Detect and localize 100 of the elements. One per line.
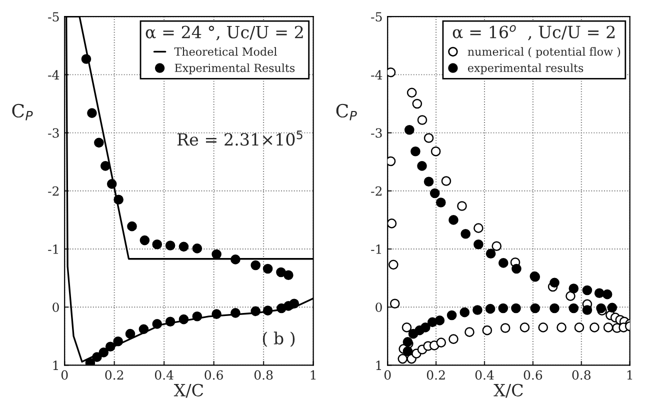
point bbox=[178, 242, 189, 252]
point bbox=[607, 302, 618, 313]
point bbox=[390, 298, 400, 309]
point bbox=[498, 258, 508, 268]
point bbox=[412, 98, 422, 109]
x-tick-label: 1 bbox=[310, 370, 316, 380]
x-tick-label: 0.2 bbox=[105, 370, 124, 380]
point bbox=[192, 311, 202, 322]
point bbox=[538, 322, 548, 332]
point bbox=[566, 291, 576, 301]
point bbox=[511, 303, 521, 314]
point bbox=[388, 218, 397, 228]
point bbox=[262, 306, 273, 316]
y-tick-label: 1 bbox=[376, 360, 381, 370]
point bbox=[457, 201, 467, 211]
point bbox=[398, 354, 408, 364]
x-tick-label: 0.8 bbox=[572, 370, 590, 380]
point bbox=[402, 322, 412, 332]
point bbox=[250, 260, 261, 270]
point bbox=[474, 223, 484, 233]
point bbox=[512, 264, 522, 274]
point bbox=[98, 348, 109, 358]
point bbox=[424, 133, 434, 143]
line-series bbox=[66, 16, 314, 363]
point bbox=[472, 305, 482, 315]
point bbox=[417, 161, 427, 171]
point bbox=[178, 314, 189, 324]
point bbox=[212, 309, 222, 319]
point bbox=[192, 244, 202, 254]
y-tick-label: 0 bbox=[52, 302, 59, 312]
point bbox=[212, 249, 222, 260]
point bbox=[430, 146, 441, 156]
point bbox=[262, 264, 273, 274]
point bbox=[85, 358, 96, 366]
point bbox=[402, 346, 413, 356]
y-axis-title: C$_{P}$ bbox=[12, 104, 33, 120]
point bbox=[582, 305, 592, 315]
x-tick-label: 0 bbox=[61, 370, 68, 380]
y-tick-label: -2 bbox=[48, 186, 59, 196]
point bbox=[165, 240, 176, 250]
x-tick-label: 0 bbox=[384, 370, 391, 380]
point bbox=[568, 303, 579, 314]
point bbox=[590, 322, 600, 332]
point bbox=[550, 303, 560, 314]
x-tick-label: 1 bbox=[627, 370, 632, 380]
y-tick-label: -1 bbox=[48, 244, 58, 254]
y-tick-label: -4 bbox=[48, 70, 60, 80]
point bbox=[87, 108, 97, 118]
point bbox=[550, 278, 560, 288]
point bbox=[417, 115, 428, 125]
point bbox=[464, 327, 474, 337]
point bbox=[520, 322, 530, 332]
point bbox=[485, 304, 496, 314]
y-tick-label: -5 bbox=[371, 12, 382, 22]
point bbox=[430, 188, 440, 198]
point bbox=[441, 176, 452, 186]
point bbox=[230, 308, 240, 318]
point bbox=[436, 338, 446, 348]
legend-label: numerical ( potential flow ) bbox=[468, 47, 620, 58]
point bbox=[406, 88, 417, 98]
point bbox=[420, 322, 430, 332]
legend-label: Experimental Results bbox=[174, 63, 295, 74]
point bbox=[165, 316, 176, 327]
point bbox=[404, 124, 414, 135]
legend-title: α = 24 °, Uc/U = 2 bbox=[146, 26, 303, 40]
y-tick-label: -4 bbox=[371, 70, 382, 80]
point bbox=[100, 161, 110, 171]
point bbox=[105, 342, 116, 352]
point bbox=[434, 316, 445, 326]
x-axis-title: X/C bbox=[494, 384, 523, 398]
point bbox=[602, 289, 612, 300]
legend-label: Theoretical Model bbox=[174, 47, 277, 56]
x-axis-title: X/C bbox=[174, 384, 204, 398]
point bbox=[81, 54, 92, 64]
y-tick-label: -1 bbox=[371, 244, 381, 254]
point bbox=[446, 310, 457, 320]
point bbox=[582, 285, 592, 296]
x-tick-label: 0.4 bbox=[154, 370, 174, 380]
y-axis-title: C$_{P}$ bbox=[336, 104, 357, 120]
point bbox=[448, 215, 458, 225]
point bbox=[500, 323, 510, 333]
x-tick-label: 0.6 bbox=[204, 370, 223, 380]
y-tick-label: -3 bbox=[48, 128, 59, 138]
point bbox=[574, 322, 584, 332]
point bbox=[482, 325, 492, 336]
point bbox=[498, 303, 508, 314]
point bbox=[603, 322, 614, 332]
x-tick-label: 0.2 bbox=[426, 370, 445, 380]
y-tick-label: -2 bbox=[371, 186, 382, 196]
point bbox=[388, 260, 398, 270]
point bbox=[92, 352, 102, 362]
point bbox=[127, 221, 137, 232]
x-tick-label: 0.4 bbox=[475, 370, 494, 380]
point bbox=[138, 324, 149, 334]
point bbox=[125, 328, 136, 339]
point bbox=[152, 319, 162, 329]
point bbox=[114, 194, 124, 205]
point bbox=[106, 179, 117, 189]
point bbox=[94, 138, 104, 148]
y-tick-label: -3 bbox=[371, 128, 382, 138]
